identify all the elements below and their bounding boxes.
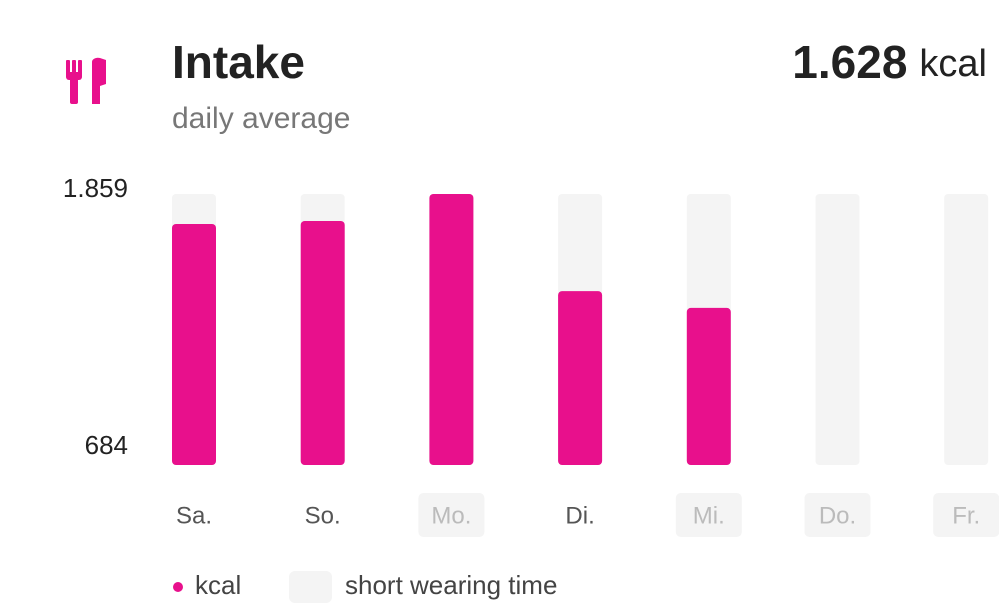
subtitle: daily average xyxy=(172,102,350,135)
summary-unit: kcal xyxy=(919,43,987,85)
bar-track xyxy=(815,194,860,465)
legend-dot xyxy=(173,582,183,592)
bar xyxy=(558,291,603,465)
title: Intake xyxy=(172,36,305,88)
short-wearing-box xyxy=(418,493,485,537)
summary: 1.628 kcal xyxy=(792,36,987,88)
legend-swatch xyxy=(289,571,332,603)
x-tick-label: Di. xyxy=(565,502,594,529)
legend-label: short wearing time xyxy=(345,570,557,600)
bar-track xyxy=(944,194,989,465)
legend-label: kcal xyxy=(195,570,241,600)
summary-value: 1.628 xyxy=(792,36,907,88)
x-tick-label: Do. xyxy=(819,502,856,529)
x-tick-label: Mo. xyxy=(431,502,471,529)
bar xyxy=(172,223,216,465)
short-wearing-box xyxy=(675,493,742,537)
short-wearing-box xyxy=(933,493,999,537)
x-tick-label: Mi. xyxy=(693,502,725,529)
y-tick-label: 684 xyxy=(85,430,128,460)
bar xyxy=(686,307,731,465)
y-tick-label: 1.859 xyxy=(63,173,128,203)
x-tick-label: Sa. xyxy=(176,502,212,529)
bar xyxy=(429,194,474,465)
short-wearing-box xyxy=(804,493,871,537)
fork-knife-icon xyxy=(66,57,106,104)
bar xyxy=(300,220,345,465)
x-tick-label: Fr. xyxy=(952,502,980,529)
x-tick-label: So. xyxy=(305,502,341,529)
